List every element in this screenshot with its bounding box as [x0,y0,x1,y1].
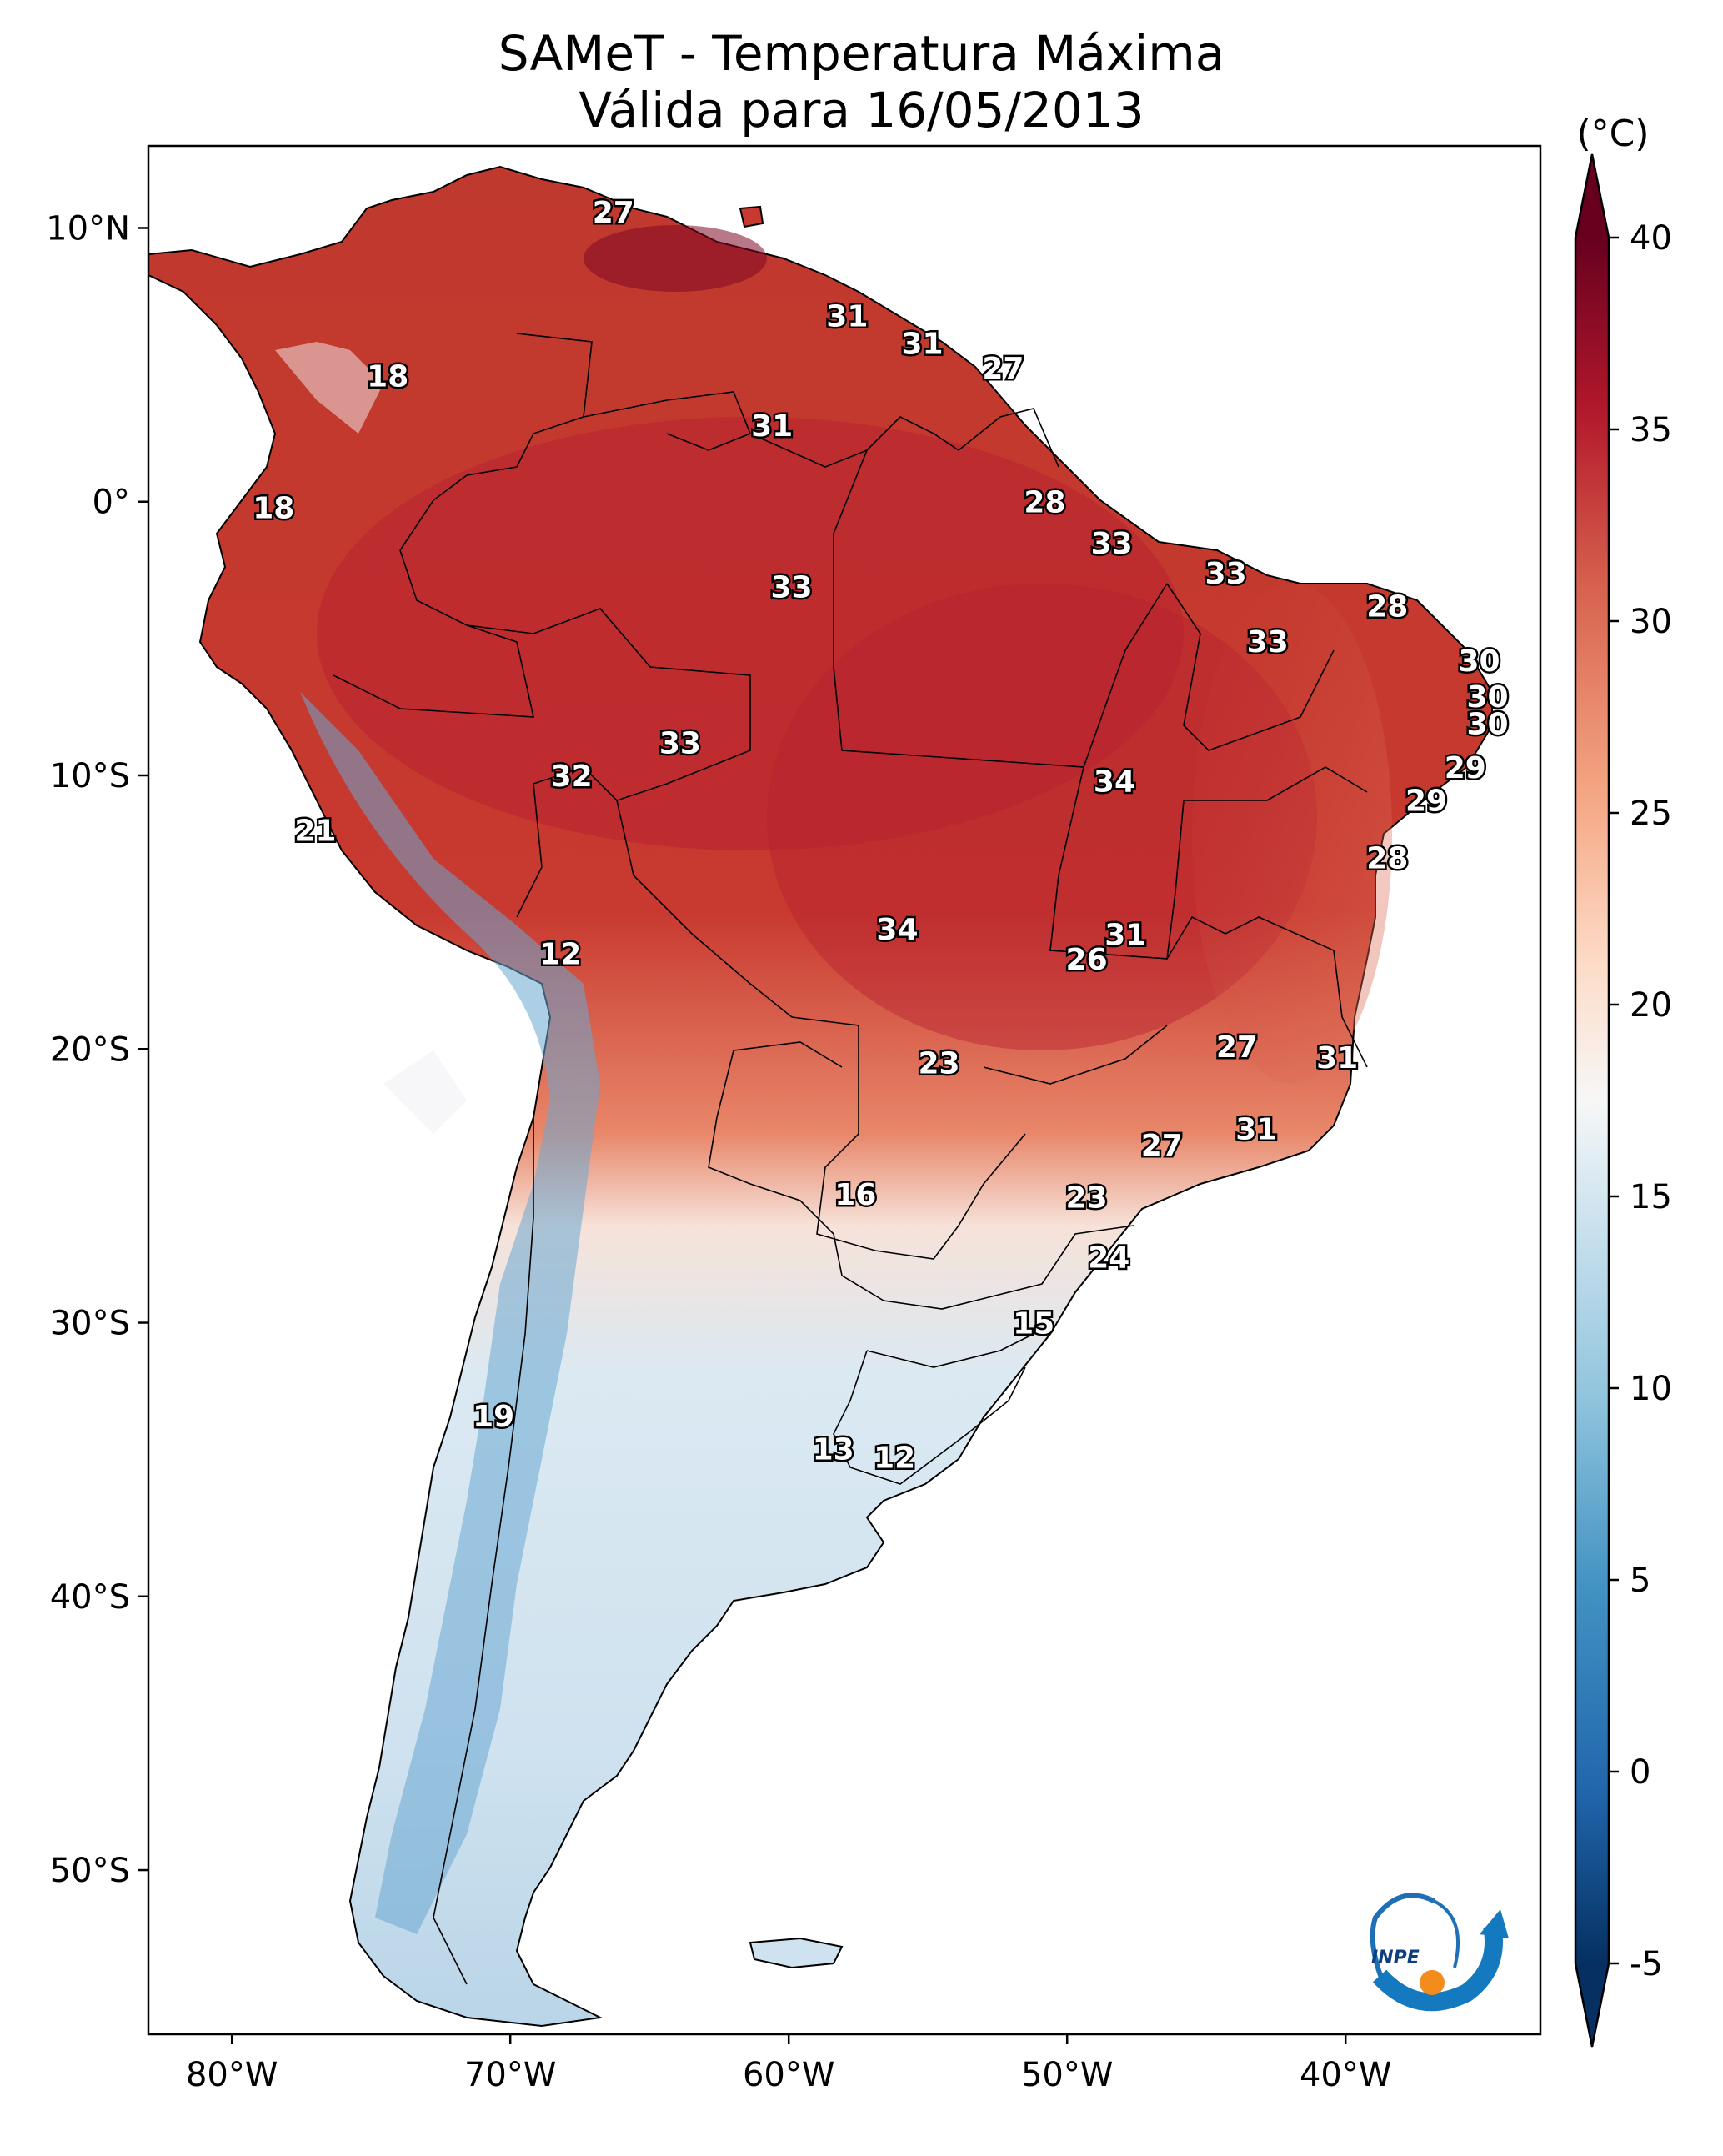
station-value-label: 23 [919,1047,960,1081]
station-value-label: 33 [1091,527,1133,561]
lon-tick-label: 70°W [464,2056,556,2094]
lat-tick-label: 10°N [46,209,130,248]
lon-tick-label: 60°W [743,2056,834,2094]
lat-tick-label: 40°S [50,1578,130,1617]
colorbar-gradient [1575,238,1609,1963]
country-borders [333,333,1368,1985]
station-value-label: 16 [834,1178,876,1212]
colorbar-max-extension [1575,154,1609,238]
logo-text: INPE [1371,1948,1420,1968]
colorbar-unit-label: (°C) [1576,113,1649,155]
station-value-label: 28 [1024,486,1065,520]
station-value-label: 12 [874,1441,915,1475]
colorbar-tick-label: 40 [1630,219,1672,258]
station-value-label: 27 [982,352,1024,386]
colorbar-tick-label: 30 [1630,603,1672,641]
station-value-label: 29 [1405,785,1447,819]
falkland-islands [749,1937,844,1969]
station-value-label: 34 [876,913,918,947]
hot-spot-venezuela [584,225,767,292]
station-value-label: 32 [551,760,593,794]
lon-tick-label: 50°W [1021,2056,1113,2094]
station-value-label: 30 [1458,644,1500,679]
warm-core-amazon [317,417,1184,850]
colorbar-tick-label: -5 [1630,1945,1663,1983]
station-value-label: 31 [1104,918,1146,952]
station-value-label: 31 [1235,1112,1277,1146]
map-title: SAMeT - Temperatura Máxima [498,25,1225,82]
station-value-label: 13 [813,1433,854,1467]
station-value-label: 21 [294,815,336,849]
station-value-label: 31 [1316,1041,1358,1075]
station-value-label: 18 [367,360,408,394]
lat-tick-label: 20°S [50,1030,130,1069]
station-value-label: 27 [593,196,634,230]
longitude-axis: 80°W 70°W 60°W 50°W 40°W [186,2034,1391,2094]
colombia-highlands [275,342,383,434]
station-value-label: 33 [770,571,812,605]
lat-tick-label: 30°S [50,1305,130,1343]
station-value-label: 27 [1141,1129,1183,1163]
lat-tick-label: 50°S [50,1852,130,1890]
station-value-label: 31 [901,327,943,361]
station-value-label: 30 [1466,680,1508,714]
inpe-logo-icon: INPE [1370,1893,1509,2012]
station-value-label: 33 [659,727,701,761]
colorbar-min-extension [1575,1963,1609,2047]
colorbar: (°C) -5 0 5 10 15 20 25 30 35 40 [1574,113,1672,2048]
station-value-label: 31 [751,409,793,444]
station-value-label: 33 [1205,557,1247,591]
station-value-label: 12 [539,937,581,971]
lat-tick-label: 0° [93,484,130,522]
plot-frame [147,144,1542,2036]
lon-tick-label: 40°W [1300,2056,1391,2094]
station-value-label: 28 [1366,841,1408,875]
colorbar-tick-label: 5 [1630,1562,1650,1600]
station-value-label: 24 [1088,1241,1129,1276]
station-value-label: 33 [1247,625,1289,659]
station-value-label: 31 [826,300,868,334]
station-value-label: 34 [1094,765,1135,800]
lon-tick-label: 80°W [186,2056,278,2094]
station-value-label: 29 [1445,751,1486,785]
warm-core-central-brazil [767,584,1317,1050]
latitude-axis: 10°N 0° 10°S 20°S 30°S 40°S 50°S [46,209,148,1890]
map-area [148,165,1493,2028]
station-value-label: 26 [1066,943,1108,977]
colorbar-ticks: -5 0 5 10 15 20 25 30 35 40 [1609,219,1672,1983]
andes-cold-strip [300,692,600,1934]
colorbar-tick-label: 20 [1630,986,1672,1025]
station-value-label: 15 [1013,1307,1054,1341]
colorbar-tick-label: 0 [1630,1753,1650,1792]
colorbar-tick-label: 15 [1630,1178,1672,1216]
station-value-label: 23 [1066,1181,1108,1216]
trinidad-island [739,205,764,228]
station-value-label: 19 [473,1400,514,1434]
station-value-label: 30 [1466,708,1508,742]
bolivia-altiplano [383,1050,467,1134]
map-subtitle: Válida para 16/05/2013 [579,82,1144,138]
lat-tick-label: 10°S [50,757,130,795]
station-value-label: 28 [1366,589,1408,624]
station-value-label: 27 [1216,1030,1258,1065]
colorbar-tick-label: 35 [1630,411,1672,449]
colorbar-tick-label: 10 [1630,1370,1672,1408]
colorbar-tick-label: 25 [1630,795,1672,833]
station-value-label: 18 [253,491,294,525]
station-value-labels: 2718183131273128333333332830303029292833… [251,193,1510,1477]
coastal-ne-gradient [1192,584,1392,1084]
